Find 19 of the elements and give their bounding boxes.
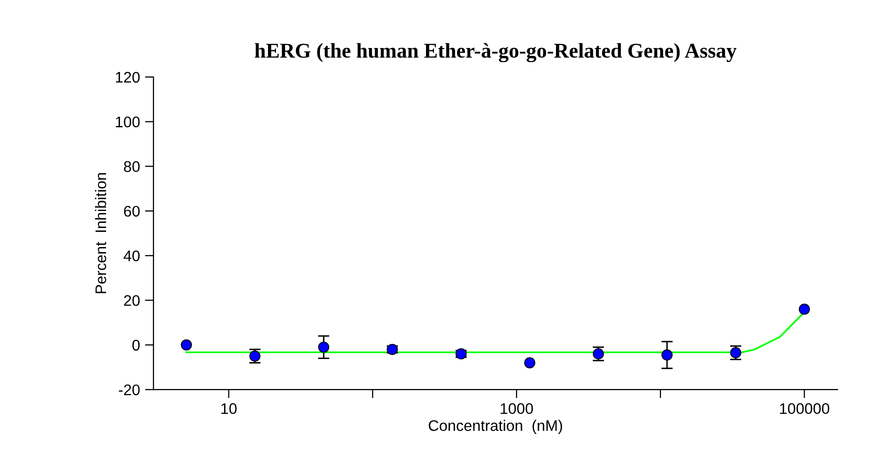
point — [318, 342, 330, 353]
x-axis-title: Concentration (nM) — [428, 420, 562, 434]
point — [661, 349, 673, 361]
y-tick-label: 60 — [124, 206, 140, 217]
y-tick-label: 80 — [124, 161, 140, 172]
point — [798, 304, 810, 315]
chart-title: hERG (the human Ether-à-go-go-Related Gene) Assay — [254, 43, 737, 62]
y-tick-label: 0 — [132, 340, 140, 351]
x-tick-label: 1000 — [500, 403, 533, 414]
y-tick-label: 100 — [116, 116, 140, 128]
y-tick-label: 20 — [124, 295, 140, 306]
x-tick-label: 10 — [221, 403, 237, 414]
y-axis-title: Percent Inhibition — [94, 173, 106, 294]
point — [180, 339, 192, 350]
y-tick-label: 40 — [124, 250, 140, 262]
point — [524, 357, 536, 368]
x-tick-label: 100000 — [780, 403, 830, 414]
y-tick-label: 120 — [116, 72, 140, 83]
y-tick-label: -20 — [118, 384, 140, 396]
